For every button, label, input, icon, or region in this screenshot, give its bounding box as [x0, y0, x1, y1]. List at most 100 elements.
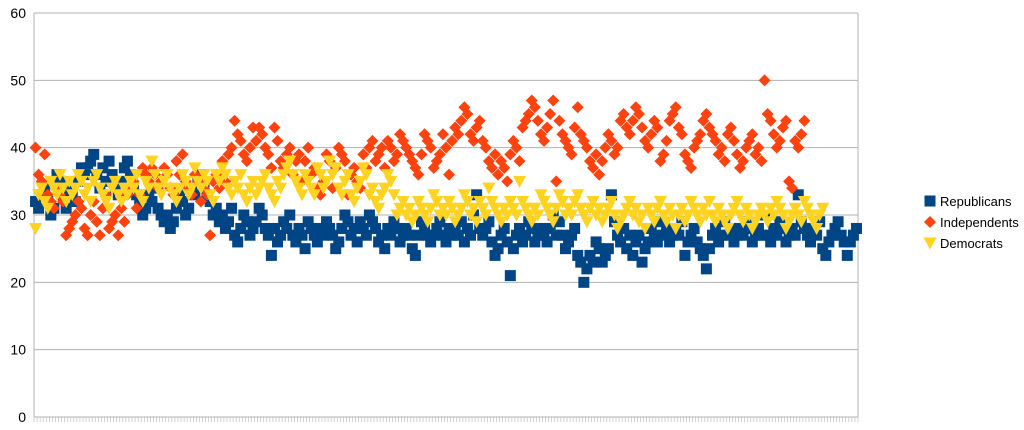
data-point-republicans: [615, 236, 627, 248]
data-point-democrats: [758, 209, 772, 222]
data-point-democrats: [93, 182, 107, 195]
data-point-republicans: [321, 216, 333, 228]
data-point-independents: [755, 155, 768, 168]
data-point-democrats: [117, 182, 131, 195]
data-point-republicans: [703, 243, 715, 255]
data-point-republicans: [30, 196, 42, 208]
data-point-republicans: [826, 229, 838, 241]
data-point-independents: [528, 101, 541, 114]
data-point-democrats: [607, 209, 621, 222]
data-point-independents: [271, 134, 284, 147]
data-point-democrats: [387, 189, 401, 202]
data-point-republicans: [167, 216, 179, 228]
legend-item-independents: Independents: [924, 215, 1019, 230]
data-point-republicans: [391, 222, 403, 234]
data-point-independents: [531, 114, 544, 127]
data-point-republicans: [241, 216, 253, 228]
data-point-republicans: [370, 222, 382, 234]
data-point-democrats: [669, 222, 683, 235]
data-point-democrats: [791, 209, 805, 222]
data-point-democrats: [38, 196, 52, 209]
data-point-independents: [170, 155, 183, 168]
data-point-republicans: [253, 202, 265, 214]
data-point-democrats: [209, 169, 223, 182]
data-point-independents: [694, 128, 707, 141]
data-point-republicans: [419, 222, 431, 234]
data-point-independents: [455, 114, 468, 127]
data-point-democrats: [807, 216, 821, 229]
data-point-independents: [675, 128, 688, 141]
data-point-republicans: [275, 229, 287, 241]
data-point-independents: [718, 155, 731, 168]
data-point-independents: [587, 161, 600, 174]
data-point-independents: [544, 108, 557, 120]
data-point-democrats: [304, 182, 318, 195]
data-point-independents: [510, 141, 523, 154]
data-point-republicans: [731, 229, 743, 241]
data-point-republicans: [412, 229, 424, 241]
data-point-republicans: [434, 216, 446, 228]
data-point-independents: [632, 108, 645, 120]
data-point-democrats: [418, 209, 432, 222]
data-point-democrats: [271, 175, 285, 188]
data-point-republicans: [409, 249, 421, 261]
data-point-republicans: [330, 243, 342, 255]
data-point-democrats: [647, 216, 661, 229]
data-point-republicans: [152, 202, 164, 214]
data-point-democrats: [491, 209, 505, 222]
data-point-republicans: [667, 229, 679, 241]
data-point-republicans: [60, 202, 72, 214]
data-point-republicans: [642, 236, 654, 248]
data-point-republicans: [299, 243, 311, 255]
data-point-republicans: [455, 216, 467, 228]
data-point-republicans: [207, 209, 219, 221]
data-point-democrats: [742, 209, 756, 222]
data-point-democrats: [476, 202, 490, 215]
data-point-democrats: [320, 175, 334, 188]
data-point-republicans: [661, 222, 673, 234]
data-point-republicans: [700, 263, 712, 275]
data-point-independents: [764, 114, 777, 127]
data-point-republicans: [259, 222, 271, 234]
data-point-republicans: [596, 256, 608, 268]
data-point-democrats: [353, 175, 367, 188]
data-point-democrats: [482, 182, 496, 195]
data-point-democrats: [653, 196, 667, 209]
data-point-democrats: [500, 209, 514, 222]
data-point-republicans: [722, 229, 734, 241]
data-point-democrats: [356, 162, 370, 175]
data-point-independents: [479, 141, 492, 154]
data-point-republicans: [88, 148, 100, 160]
data-point-republicans: [682, 236, 694, 248]
data-point-republicans: [486, 236, 498, 248]
data-point-democrats: [519, 202, 533, 215]
data-point-republicans: [272, 236, 284, 248]
data-point-independents: [357, 148, 370, 161]
data-point-democrats: [151, 182, 165, 195]
data-point-democrats: [218, 169, 232, 182]
data-point-republicans: [314, 222, 326, 234]
data-point-republicans: [363, 209, 375, 221]
data-point-republicans: [415, 216, 427, 228]
data-point-democrats: [108, 175, 122, 188]
data-point-independents: [727, 134, 740, 147]
legend-item-democrats: Democrats: [923, 236, 1003, 251]
data-point-democrats: [90, 169, 104, 182]
data-point-independents: [596, 155, 609, 168]
data-point-democrats: [485, 196, 499, 209]
data-point-democrats: [638, 222, 652, 235]
data-point-republicans: [235, 222, 247, 234]
data-point-independents: [660, 134, 673, 147]
data-point-republicans: [137, 209, 149, 221]
data-point-independents: [792, 141, 805, 154]
data-point-democrats: [767, 209, 781, 222]
data-point-republicans: [713, 236, 725, 248]
data-point-democrats: [123, 175, 137, 188]
data-point-republicans: [232, 236, 244, 248]
data-point-republicans: [789, 229, 801, 241]
data-point-republicans: [535, 222, 547, 234]
data-point-republicans: [832, 216, 844, 228]
data-point-republicans: [801, 229, 813, 241]
data-point-republicans: [612, 229, 624, 241]
y-tick-label: 0: [18, 409, 26, 425]
